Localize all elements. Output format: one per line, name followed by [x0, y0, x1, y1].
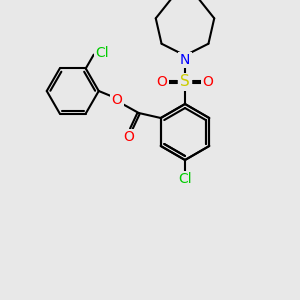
Text: Cl: Cl [95, 46, 109, 60]
Text: N: N [180, 53, 190, 67]
Text: O: O [111, 93, 122, 107]
Text: O: O [202, 75, 213, 89]
Text: O: O [123, 130, 134, 144]
Text: Cl: Cl [178, 172, 192, 186]
Text: S: S [180, 74, 190, 89]
Text: O: O [157, 75, 167, 89]
